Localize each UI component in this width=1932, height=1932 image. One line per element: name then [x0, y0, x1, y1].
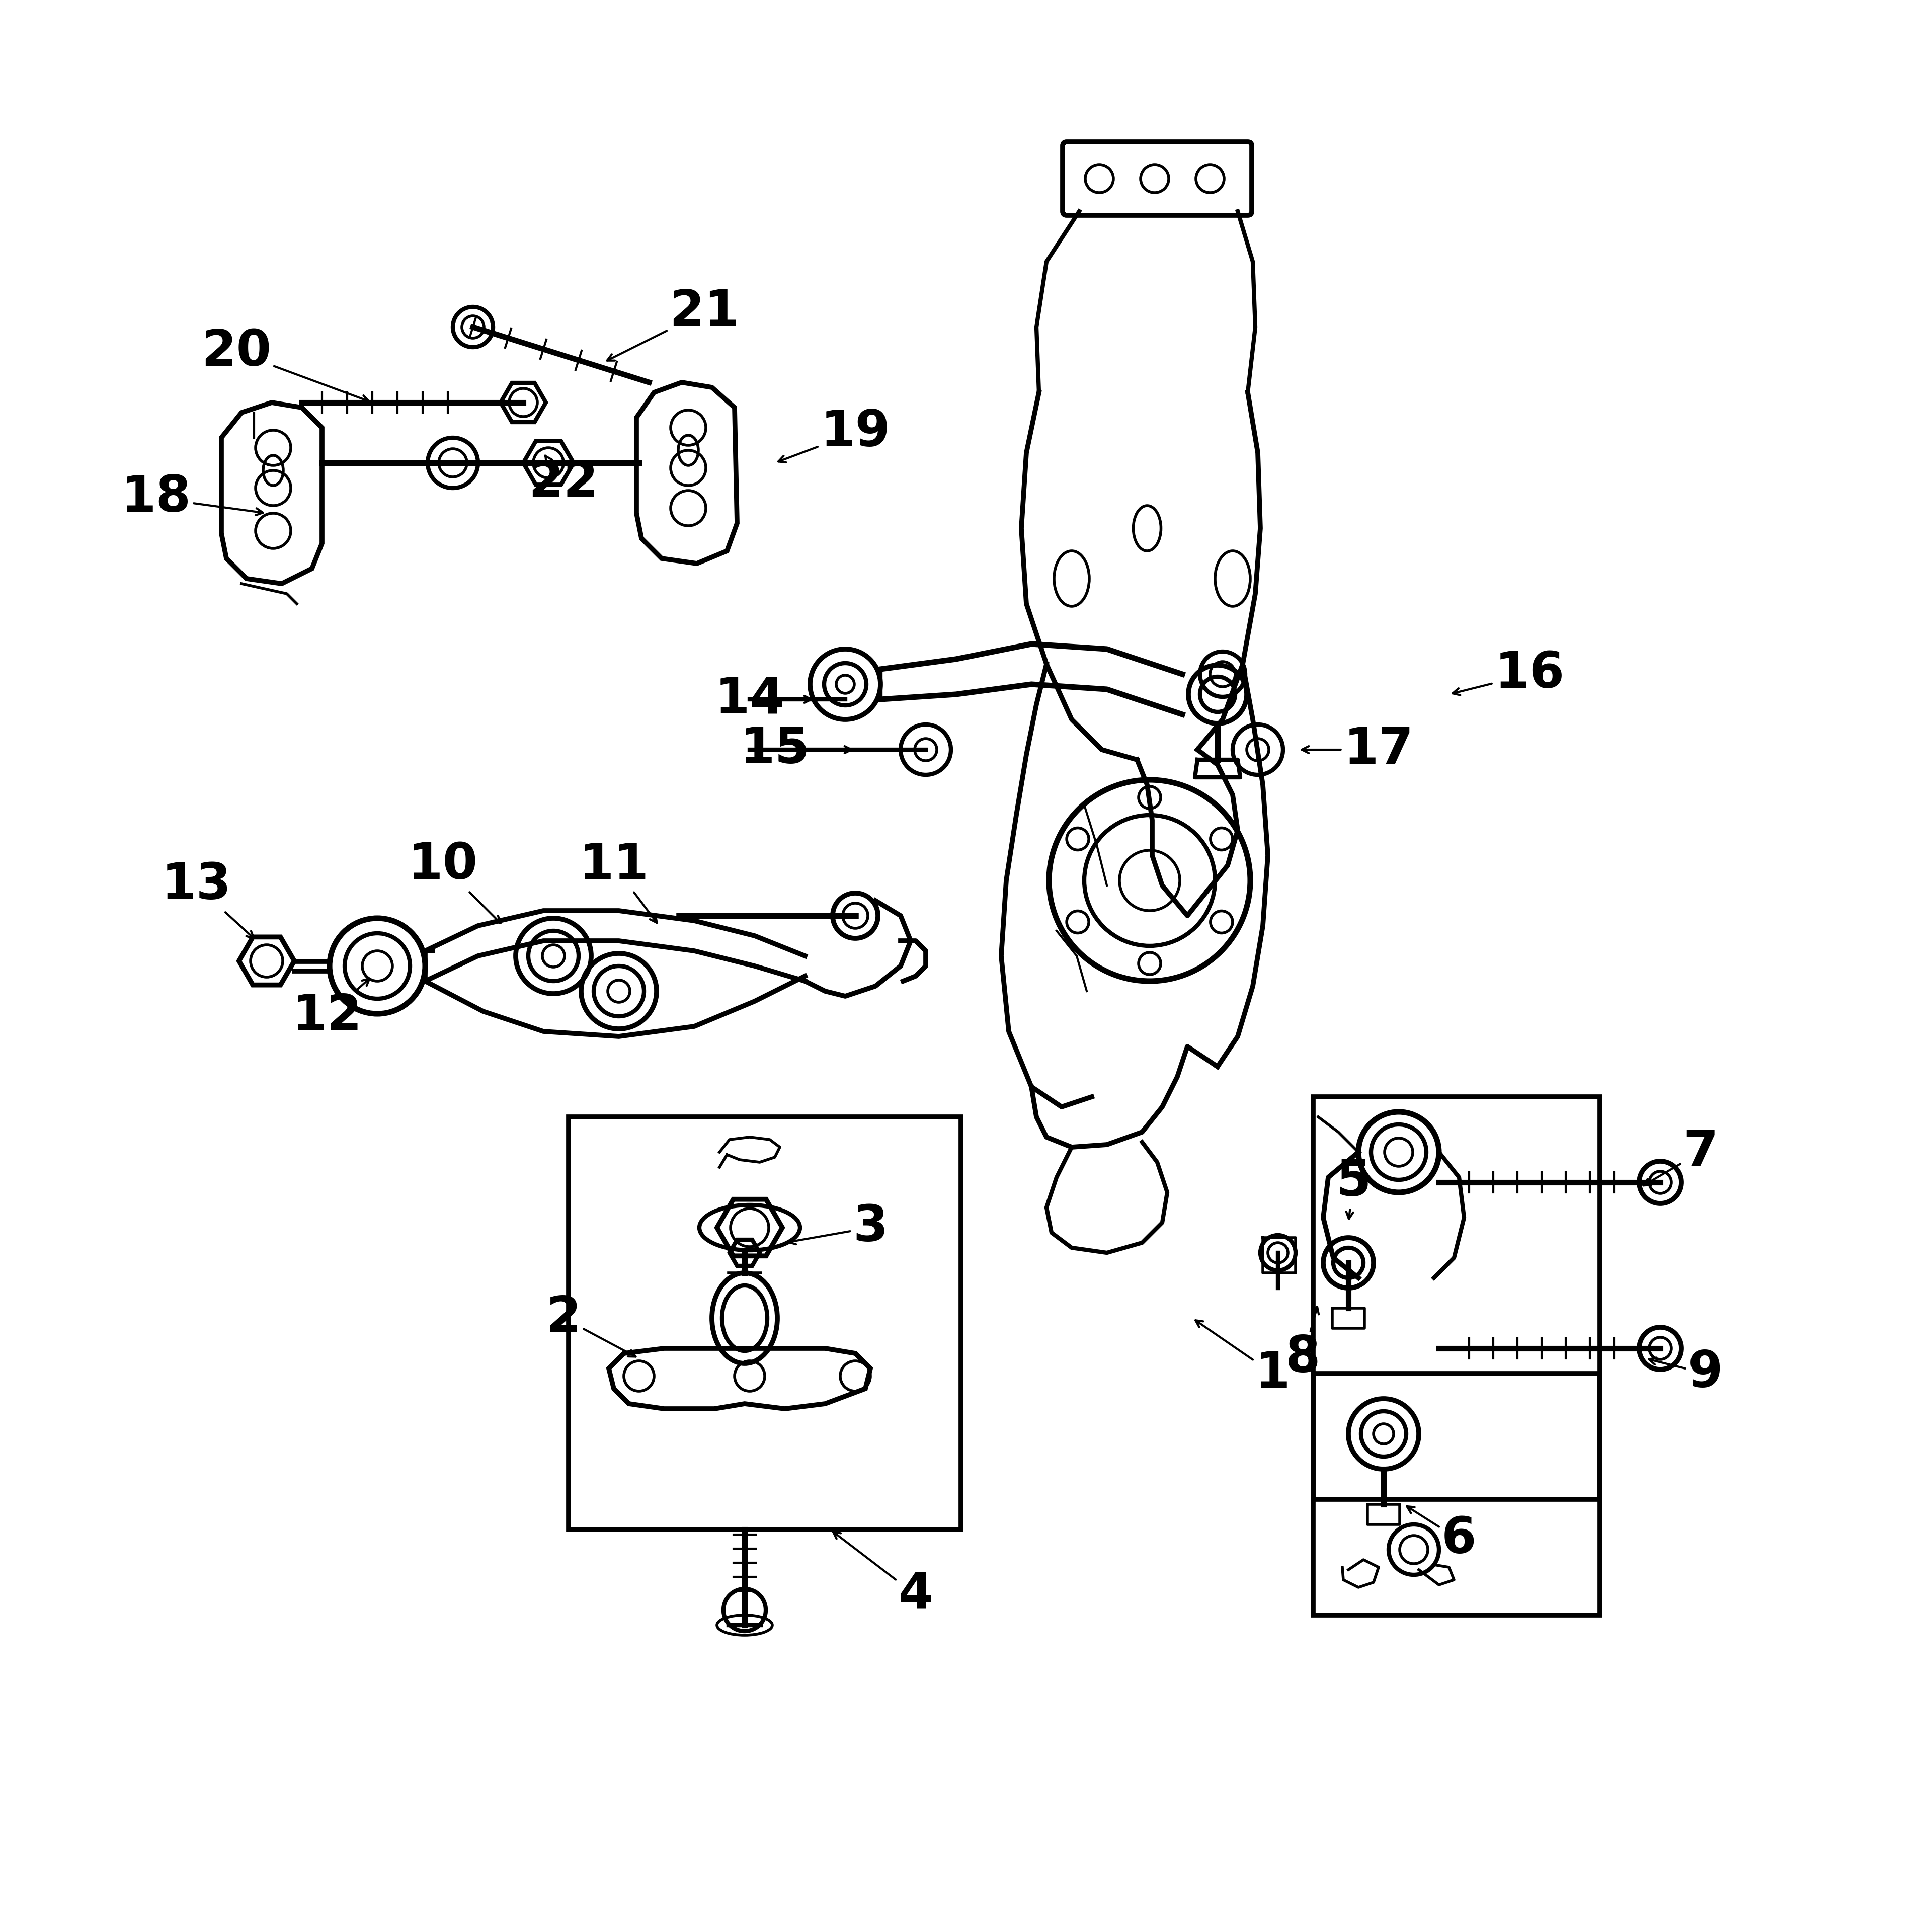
Text: 12: 12 [292, 978, 369, 1041]
Text: 20: 20 [201, 328, 369, 402]
Text: 22: 22 [529, 456, 599, 508]
Text: 14: 14 [715, 674, 811, 725]
Text: 6: 6 [1406, 1507, 1476, 1565]
Bar [1314, 1374, 1600, 1615]
Text: 3: 3 [788, 1204, 889, 1252]
Text: 4: 4 [833, 1532, 933, 1619]
Text: 19: 19 [779, 408, 891, 462]
Text: 21: 21 [607, 288, 740, 361]
Text: 10: 10 [408, 840, 500, 923]
Bar [568, 1117, 960, 1530]
Text: 16: 16 [1453, 649, 1565, 699]
Text: 15: 15 [740, 725, 852, 775]
Text: 8: 8 [1285, 1306, 1321, 1383]
Text: 1: 1 [1196, 1320, 1291, 1399]
Text: 2: 2 [547, 1294, 636, 1356]
Bar [1314, 1097, 1600, 1499]
Text: 18: 18 [122, 473, 263, 522]
Text: 17: 17 [1302, 725, 1414, 775]
Text: 5: 5 [1335, 1157, 1372, 1219]
Text: 7: 7 [1644, 1128, 1718, 1186]
Text: 11: 11 [580, 840, 657, 923]
Text: 9: 9 [1648, 1349, 1723, 1399]
Text: 13: 13 [160, 862, 253, 939]
